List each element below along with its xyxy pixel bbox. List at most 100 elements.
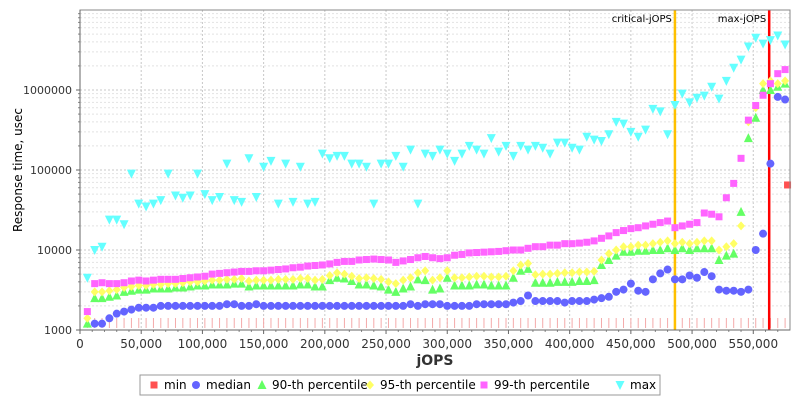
data-point (634, 224, 642, 232)
data-point (156, 196, 166, 206)
data-point (553, 241, 561, 249)
data-point (333, 258, 341, 266)
data-point (421, 252, 429, 260)
data-point (383, 159, 393, 169)
data-point (737, 154, 745, 162)
data-point (561, 240, 569, 248)
data-point (656, 237, 665, 247)
data-point (465, 249, 473, 257)
data-point (546, 297, 555, 306)
data-point (208, 270, 216, 278)
data-point (216, 269, 224, 277)
data-point (538, 277, 548, 287)
data-point (560, 276, 570, 286)
data-point (83, 308, 91, 316)
data-point (729, 286, 738, 295)
data-point (369, 274, 378, 284)
data-point (568, 240, 576, 248)
data-point (406, 273, 415, 283)
data-point (267, 266, 275, 274)
marker-label: max-jOPS (718, 14, 766, 25)
y-tick-label: 1000 (44, 324, 72, 337)
data-point (773, 79, 782, 89)
data-point (678, 222, 686, 230)
data-point (266, 156, 276, 166)
data-point (472, 145, 482, 155)
data-point (582, 267, 591, 277)
data-point (377, 301, 386, 310)
data-point (377, 274, 386, 284)
data-point (391, 286, 401, 296)
data-point (501, 280, 511, 290)
data-point (744, 285, 753, 294)
data-point (289, 301, 297, 310)
data-point (362, 301, 371, 310)
data-point (759, 79, 768, 89)
data-point (333, 268, 342, 278)
data-point (487, 300, 496, 309)
data-point (142, 303, 151, 312)
data-point (517, 246, 525, 254)
data-point (479, 149, 489, 159)
data-point (589, 275, 599, 285)
legend-swatch (366, 380, 374, 390)
data-point (311, 262, 319, 270)
data-point (730, 179, 738, 187)
data-point (420, 149, 430, 159)
data-point (237, 301, 246, 310)
data-point (134, 303, 143, 312)
data-point (443, 266, 452, 276)
data-point (90, 287, 99, 297)
data-point (97, 293, 107, 303)
legend-box (139, 374, 661, 396)
data-point (692, 93, 702, 103)
data-point (104, 291, 114, 301)
data-point (574, 145, 584, 155)
data-point (157, 275, 165, 283)
data-point (553, 268, 562, 278)
data-point (170, 191, 180, 201)
data-point (179, 275, 187, 283)
data-point (252, 275, 261, 285)
data-point (376, 159, 386, 169)
legend-label: min (164, 378, 187, 392)
data-point (296, 263, 304, 271)
data-point (288, 280, 298, 290)
data-point (575, 297, 584, 306)
data-point (773, 31, 783, 41)
data-point (648, 275, 657, 284)
data-point (604, 292, 613, 301)
data-point (707, 243, 717, 253)
data-point (164, 301, 173, 310)
data-point (494, 147, 504, 157)
data-point (568, 297, 577, 306)
data-point (237, 274, 246, 284)
data-point (407, 256, 415, 264)
data-point (303, 199, 313, 209)
data-point (722, 194, 730, 202)
data-point (391, 151, 401, 161)
x-tick-label: 300,000 (422, 337, 472, 351)
data-point (90, 319, 99, 328)
data-point (751, 33, 761, 43)
legend-swatch (480, 381, 488, 389)
data-point (340, 257, 348, 265)
marker-label: critical-jOPS (612, 14, 672, 25)
data-point (508, 272, 518, 282)
y-tick-label: 10000 (37, 244, 72, 257)
data-point (626, 246, 636, 256)
data-point (384, 277, 393, 287)
data-point (414, 254, 422, 262)
data-point (655, 107, 665, 117)
data-point (171, 275, 179, 283)
data-point (193, 301, 202, 310)
data-point (729, 239, 738, 249)
data-point (384, 301, 393, 310)
data-point (120, 307, 129, 316)
data-point (612, 287, 621, 296)
data-point (582, 297, 591, 306)
data-point (538, 297, 547, 306)
data-point (347, 159, 357, 169)
data-point (398, 283, 408, 293)
data-point (245, 267, 253, 275)
